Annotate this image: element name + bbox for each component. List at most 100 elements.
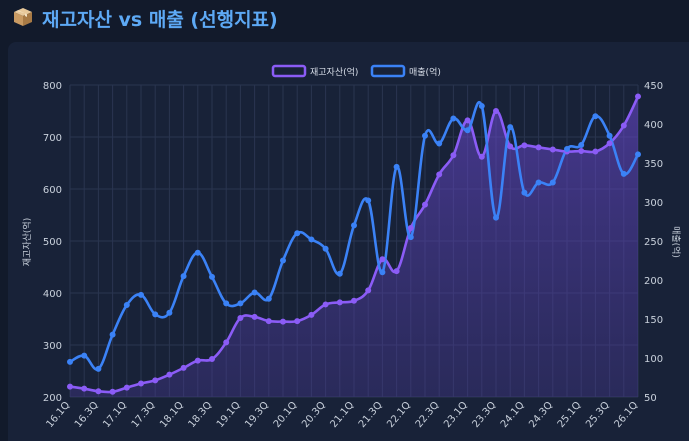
data-point-1-3[interactable] <box>109 331 116 338</box>
data-point-1-2[interactable] <box>95 365 102 372</box>
y-left-tick-label: 700 <box>43 133 62 144</box>
legend-swatch-revenue[interactable] <box>370 64 406 78</box>
data-point-0-19[interactable] <box>336 299 343 306</box>
data-point-1-25[interactable] <box>421 132 428 139</box>
data-point-0-32[interactable] <box>521 142 528 149</box>
data-point-0-21[interactable] <box>365 287 372 294</box>
data-point-0-16[interactable] <box>294 318 301 325</box>
data-point-0-7[interactable] <box>166 371 173 378</box>
x-tick-label: 25.3Q <box>584 400 612 430</box>
data-point-1-23[interactable] <box>393 163 400 170</box>
data-point-1-34[interactable] <box>549 179 556 186</box>
y-right-tick-label: 50 <box>644 393 657 404</box>
data-point-0-33[interactable] <box>535 144 542 151</box>
data-point-1-7[interactable] <box>166 309 173 316</box>
data-point-1-6[interactable] <box>152 311 159 318</box>
data-point-1-14[interactable] <box>265 295 272 302</box>
data-point-0-31[interactable] <box>507 143 514 150</box>
data-point-0-1[interactable] <box>81 385 88 392</box>
data-point-0-28[interactable] <box>464 117 471 124</box>
data-point-1-22[interactable] <box>379 269 386 276</box>
data-point-1-29[interactable] <box>478 103 485 110</box>
data-point-0-8[interactable] <box>180 364 187 371</box>
data-point-0-39[interactable] <box>620 122 627 129</box>
data-point-1-31[interactable] <box>507 124 514 131</box>
data-point-1-37[interactable] <box>592 113 599 120</box>
data-point-1-24[interactable] <box>407 234 414 241</box>
data-point-1-30[interactable] <box>492 214 499 221</box>
data-point-1-21[interactable] <box>365 197 372 204</box>
data-point-1-15[interactable] <box>279 257 286 264</box>
x-tick-label: 21.3Q <box>357 400 385 430</box>
data-point-1-8[interactable] <box>180 273 187 280</box>
data-point-1-5[interactable] <box>137 291 144 298</box>
data-point-0-10[interactable] <box>208 356 215 363</box>
legend-swatch-inventory[interactable] <box>271 64 307 78</box>
data-point-0-17[interactable] <box>308 311 315 318</box>
data-point-0-37[interactable] <box>592 148 599 155</box>
data-point-0-9[interactable] <box>194 357 201 364</box>
data-point-1-39[interactable] <box>620 170 627 177</box>
data-point-0-40[interactable] <box>635 93 642 100</box>
data-point-0-24[interactable] <box>407 224 414 231</box>
data-point-0-12[interactable] <box>237 314 244 321</box>
data-point-1-9[interactable] <box>194 249 201 256</box>
data-point-1-17[interactable] <box>308 236 315 243</box>
data-point-0-4[interactable] <box>123 384 130 391</box>
data-point-0-6[interactable] <box>152 377 159 384</box>
data-point-1-18[interactable] <box>322 245 329 252</box>
data-point-0-18[interactable] <box>322 301 329 308</box>
data-point-1-38[interactable] <box>606 132 613 139</box>
data-point-1-26[interactable] <box>436 140 443 147</box>
data-point-0-34[interactable] <box>549 146 556 153</box>
data-point-0-25[interactable] <box>421 201 428 208</box>
legend-label-inventory[interactable]: 재고자산(억) <box>310 66 358 78</box>
data-point-1-36[interactable] <box>578 142 585 149</box>
data-point-0-30[interactable] <box>492 108 499 115</box>
legend-label-revenue[interactable]: 매출(억) <box>409 66 441 78</box>
y-right-tick-label: 450 <box>644 81 663 92</box>
data-point-0-15[interactable] <box>279 318 286 325</box>
data-point-0-11[interactable] <box>223 339 230 346</box>
data-point-1-12[interactable] <box>237 300 244 307</box>
chart-panel: 200 300 400 500 600 700 800 50 100 150 200 250 300 35… <box>8 42 689 441</box>
x-tick-label: 18.3Q <box>186 400 214 430</box>
data-point-1-27[interactable] <box>450 115 457 122</box>
data-point-0-5[interactable] <box>137 380 144 387</box>
data-point-1-4[interactable] <box>123 301 130 308</box>
data-point-1-32[interactable] <box>521 189 528 196</box>
data-point-1-11[interactable] <box>223 300 230 307</box>
y-right-tick-label: 300 <box>644 198 663 209</box>
data-point-0-20[interactable] <box>350 297 357 304</box>
data-point-0-13[interactable] <box>251 313 258 320</box>
data-point-1-10[interactable] <box>208 273 215 280</box>
data-point-1-40[interactable] <box>635 151 642 158</box>
data-point-0-29[interactable] <box>478 153 485 160</box>
x-tick-label: 18.1Q <box>158 400 186 430</box>
y-left-axis-title: 재고자산(억) <box>21 218 33 266</box>
page-title: 재고자산 vs 매출 (선행지표) <box>42 9 278 31</box>
y-left-tick-label: 400 <box>43 289 62 300</box>
data-point-0-14[interactable] <box>265 318 272 325</box>
data-point-1-0[interactable] <box>67 358 74 365</box>
data-point-0-27[interactable] <box>450 152 457 159</box>
data-point-1-20[interactable] <box>350 222 357 229</box>
data-point-0-2[interactable] <box>95 388 102 395</box>
data-point-0-3[interactable] <box>109 388 116 395</box>
x-tick-label: 23.1Q <box>442 400 470 430</box>
data-point-1-1[interactable] <box>81 352 88 359</box>
data-point-1-28[interactable] <box>464 127 471 134</box>
data-point-1-33[interactable] <box>535 179 542 186</box>
data-point-0-36[interactable] <box>578 148 585 155</box>
data-point-1-13[interactable] <box>251 289 258 296</box>
x-tick-label: 16.3Q <box>73 400 101 430</box>
data-point-0-23[interactable] <box>393 268 400 275</box>
data-point-1-19[interactable] <box>336 270 343 277</box>
data-point-0-0[interactable] <box>67 383 74 390</box>
data-point-1-35[interactable] <box>564 145 571 152</box>
data-point-0-26[interactable] <box>436 171 443 178</box>
data-point-1-16[interactable] <box>294 230 301 237</box>
y-right-tick-label: 350 <box>644 159 663 170</box>
data-point-0-22[interactable] <box>379 256 386 263</box>
data-point-0-38[interactable] <box>606 140 613 147</box>
